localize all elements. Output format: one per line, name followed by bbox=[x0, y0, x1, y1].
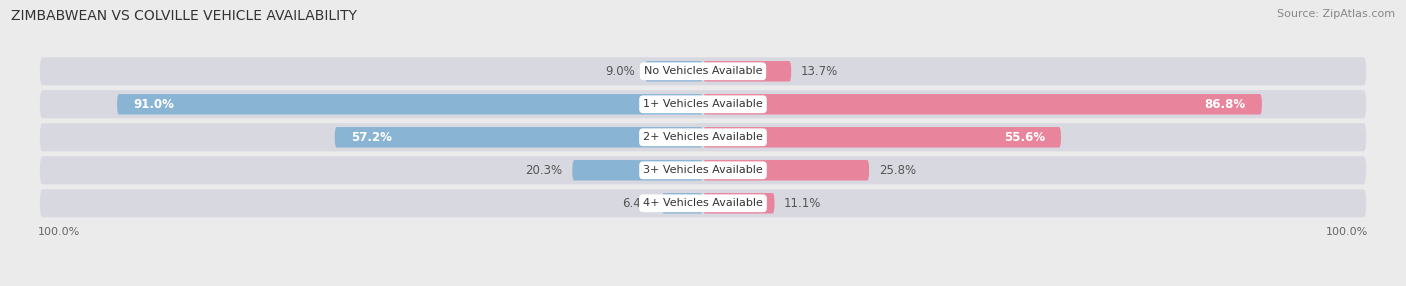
Legend: Zimbabwean, Colville: Zimbabwean, Colville bbox=[616, 284, 790, 286]
FancyBboxPatch shape bbox=[703, 94, 1261, 114]
FancyBboxPatch shape bbox=[645, 61, 703, 82]
FancyBboxPatch shape bbox=[39, 156, 1367, 184]
FancyBboxPatch shape bbox=[39, 90, 1367, 118]
FancyBboxPatch shape bbox=[39, 57, 1367, 85]
Text: No Vehicles Available: No Vehicles Available bbox=[644, 66, 762, 76]
FancyBboxPatch shape bbox=[662, 193, 703, 214]
Text: 25.8%: 25.8% bbox=[879, 164, 915, 177]
Text: 55.6%: 55.6% bbox=[1004, 131, 1045, 144]
Text: Source: ZipAtlas.com: Source: ZipAtlas.com bbox=[1277, 9, 1395, 19]
Text: 20.3%: 20.3% bbox=[526, 164, 562, 177]
FancyBboxPatch shape bbox=[335, 127, 703, 148]
Text: 13.7%: 13.7% bbox=[801, 65, 838, 78]
FancyBboxPatch shape bbox=[703, 61, 792, 82]
FancyBboxPatch shape bbox=[703, 160, 869, 180]
Text: 4+ Vehicles Available: 4+ Vehicles Available bbox=[643, 198, 763, 208]
Text: ZIMBABWEAN VS COLVILLE VEHICLE AVAILABILITY: ZIMBABWEAN VS COLVILLE VEHICLE AVAILABIL… bbox=[11, 9, 357, 23]
FancyBboxPatch shape bbox=[117, 94, 703, 114]
Text: 1+ Vehicles Available: 1+ Vehicles Available bbox=[643, 99, 763, 109]
FancyBboxPatch shape bbox=[572, 160, 703, 180]
FancyBboxPatch shape bbox=[703, 127, 1062, 148]
Text: 86.8%: 86.8% bbox=[1205, 98, 1246, 111]
Text: 57.2%: 57.2% bbox=[352, 131, 392, 144]
FancyBboxPatch shape bbox=[39, 189, 1367, 217]
FancyBboxPatch shape bbox=[703, 193, 775, 214]
Text: 3+ Vehicles Available: 3+ Vehicles Available bbox=[643, 165, 763, 175]
Text: 6.4%: 6.4% bbox=[623, 197, 652, 210]
Text: 11.1%: 11.1% bbox=[785, 197, 821, 210]
Text: 2+ Vehicles Available: 2+ Vehicles Available bbox=[643, 132, 763, 142]
Text: 91.0%: 91.0% bbox=[134, 98, 174, 111]
Text: 9.0%: 9.0% bbox=[606, 65, 636, 78]
FancyBboxPatch shape bbox=[39, 123, 1367, 151]
